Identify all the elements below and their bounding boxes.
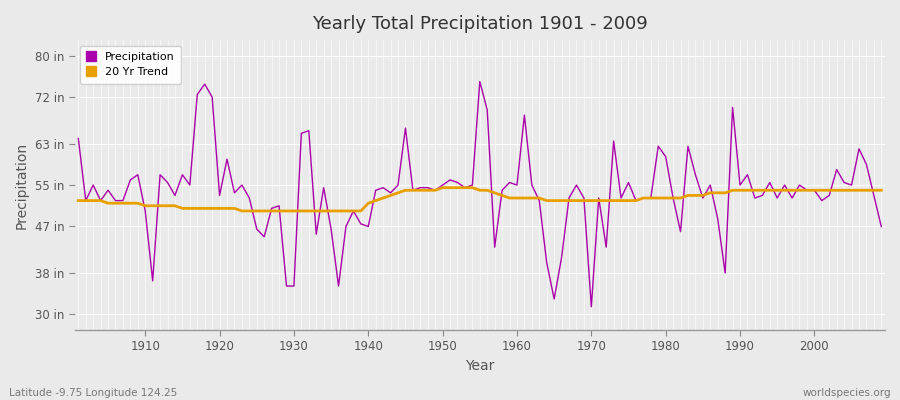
Legend: Precipitation, 20 Yr Trend: Precipitation, 20 Yr Trend	[80, 46, 181, 84]
Text: Latitude -9.75 Longitude 124.25: Latitude -9.75 Longitude 124.25	[9, 388, 177, 398]
Text: worldspecies.org: worldspecies.org	[803, 388, 891, 398]
Y-axis label: Precipitation: Precipitation	[15, 142, 29, 229]
Title: Yearly Total Precipitation 1901 - 2009: Yearly Total Precipitation 1901 - 2009	[312, 15, 648, 33]
X-axis label: Year: Year	[465, 359, 494, 373]
